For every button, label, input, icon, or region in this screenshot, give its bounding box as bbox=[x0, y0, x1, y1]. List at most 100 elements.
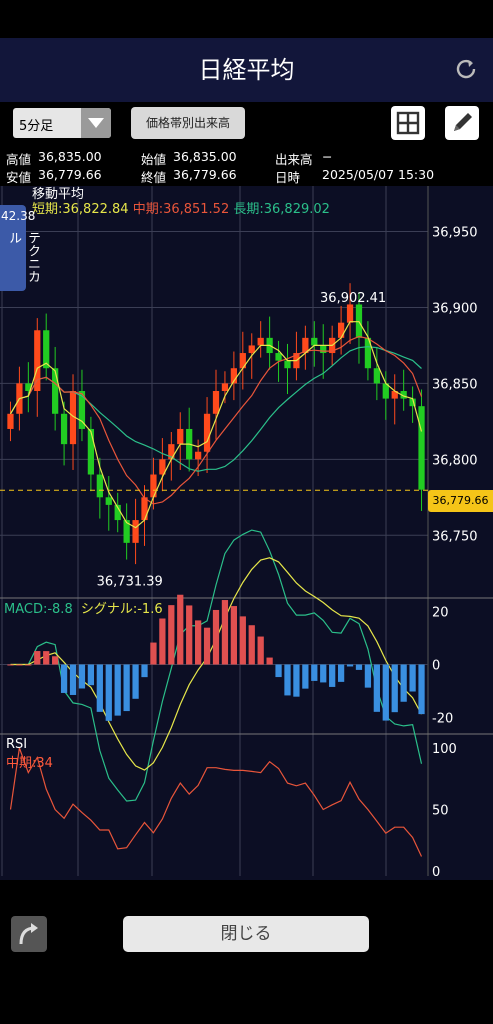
candle-body bbox=[248, 345, 255, 354]
macd-histogram-bar bbox=[266, 657, 273, 665]
macd-histogram-bar bbox=[311, 664, 318, 681]
current-price-tag: 36,779.66 bbox=[428, 490, 493, 512]
candle-body bbox=[105, 497, 112, 505]
candle-body bbox=[391, 391, 398, 399]
macd-histogram-bar bbox=[382, 664, 389, 721]
rsi-mid-label: 中期:34 bbox=[6, 756, 53, 771]
macd-histogram-bar bbox=[212, 609, 220, 665]
macd-histogram-bar bbox=[355, 664, 363, 670]
macd-histogram-bar bbox=[25, 664, 32, 666]
candle-body bbox=[230, 368, 237, 384]
macd-histogram-bar bbox=[257, 636, 264, 665]
candle-body bbox=[25, 383, 32, 391]
macd-histogram-bar bbox=[284, 664, 291, 696]
candle-body bbox=[87, 428, 95, 475]
price-tick-label: 36,750 bbox=[432, 529, 478, 544]
price-tick-label: 36,850 bbox=[432, 377, 478, 392]
candle-body bbox=[195, 451, 202, 460]
candle-body bbox=[302, 337, 309, 354]
ma-long-label: 長期:36,829.02 bbox=[233, 202, 330, 217]
candle-body bbox=[382, 383, 389, 399]
macd-histogram-bar bbox=[248, 625, 255, 665]
candle-body bbox=[177, 428, 184, 445]
ma-short-label: 短期:36,822.84 bbox=[32, 202, 129, 217]
datetime-value: 2025/05/07 15:30 bbox=[322, 167, 435, 182]
rsi-tick-label: 100 bbox=[432, 742, 457, 757]
candle-body bbox=[123, 520, 130, 543]
candle-body bbox=[311, 337, 318, 346]
ma-legend: 短期:36,822.84 中期:36,851.52 長期:36,829.02 bbox=[32, 198, 330, 217]
candle-body bbox=[221, 383, 229, 391]
macd-histogram-bar bbox=[230, 606, 237, 665]
macd-histogram-bar bbox=[69, 664, 77, 695]
close-value: 36,779.66 bbox=[173, 167, 237, 182]
candle-body bbox=[159, 459, 166, 475]
candle-body bbox=[78, 391, 86, 429]
macd-histogram-bar bbox=[87, 664, 95, 686]
candle-body bbox=[373, 368, 380, 384]
status-bar bbox=[0, 0, 493, 38]
title-bar: 日経平均 bbox=[0, 38, 493, 102]
macd-histogram-bar bbox=[168, 605, 175, 665]
candle-body bbox=[284, 360, 291, 369]
price-tick-label: 36,900 bbox=[432, 301, 478, 316]
low-annotation: 36,731.39 bbox=[97, 575, 163, 590]
candle-body bbox=[52, 368, 59, 414]
low-value: 36,779.66 bbox=[38, 167, 102, 182]
candle-body bbox=[400, 391, 407, 399]
close-button[interactable]: 閉じる bbox=[123, 916, 369, 952]
candle-body bbox=[337, 322, 345, 338]
price-chart[interactable]: 9:0010:0011:0013:0014:0015:0036,95036,90… bbox=[0, 186, 493, 886]
high-value: 36,835.00 bbox=[38, 149, 102, 164]
draw-button[interactable] bbox=[445, 106, 479, 140]
ma-mid-line bbox=[9, 335, 423, 505]
high-label: 高値 bbox=[6, 152, 32, 167]
macd-histogram-bar bbox=[60, 664, 68, 693]
macd-histogram-bar bbox=[293, 664, 300, 697]
timeframe-label: 5分足 bbox=[19, 119, 54, 134]
macd-histogram-bar bbox=[7, 664, 14, 666]
high-annotation: 36,902.41 bbox=[320, 291, 386, 306]
candle-body bbox=[69, 391, 77, 445]
macd-legend: MACD:-8.8 シグナル:-1.6 bbox=[4, 598, 163, 617]
candle-body bbox=[7, 413, 14, 429]
macd-histogram-bar bbox=[150, 642, 157, 665]
footer-bar: 閉じる bbox=[0, 880, 493, 1024]
technical-tab[interactable]: 42.38 テクニカル bbox=[0, 205, 40, 291]
candle-body bbox=[346, 304, 354, 323]
macd-histogram-bar bbox=[16, 664, 23, 666]
quote-info: 高値 36,835.00 安値 36,779.66 始値 36,835.00 終… bbox=[0, 146, 493, 186]
candle-body bbox=[34, 330, 41, 391]
technical-tab-value: 42.38 bbox=[1, 209, 36, 223]
macd-histogram-bar bbox=[186, 605, 193, 665]
volume-profile-button[interactable]: 価格帯別出来高 bbox=[131, 107, 245, 139]
macd-line bbox=[10, 529, 423, 802]
macd-histogram-bar bbox=[221, 600, 229, 665]
chevron-down-icon bbox=[81, 108, 111, 138]
macd-histogram-bar bbox=[203, 627, 211, 665]
open-value: 36,835.00 bbox=[173, 149, 237, 164]
axes-labels: 9:0010:0011:0013:0014:0015:0036,95036,90… bbox=[0, 226, 478, 886]
candle-body bbox=[132, 520, 139, 543]
close-label: 終値 bbox=[141, 170, 167, 185]
macd-histogram-bar bbox=[391, 664, 398, 713]
macd-histogram-bar bbox=[105, 664, 112, 721]
refresh-icon[interactable] bbox=[453, 56, 479, 82]
macd-histogram-bar bbox=[78, 664, 86, 689]
ma-long-line bbox=[9, 346, 422, 472]
macd-histogram-bar bbox=[275, 664, 282, 678]
timeframe-select[interactable]: 5分足 bbox=[13, 108, 111, 138]
candlesticks bbox=[7, 283, 425, 565]
back-button[interactable] bbox=[11, 916, 47, 952]
macd-tick-label: -20 bbox=[432, 712, 453, 727]
grid-layout-button[interactable] bbox=[391, 106, 425, 140]
macd-histogram-bar bbox=[409, 664, 416, 692]
macd-histogram-bar bbox=[43, 651, 50, 665]
price-tick-label: 36,800 bbox=[432, 453, 478, 468]
macd-panel bbox=[7, 594, 425, 721]
macd-histogram-bar bbox=[141, 664, 148, 678]
candle-body bbox=[96, 474, 103, 498]
candle-body bbox=[60, 413, 68, 445]
macd-histogram-bar bbox=[320, 664, 327, 683]
macd-histogram-bar bbox=[400, 664, 407, 702]
